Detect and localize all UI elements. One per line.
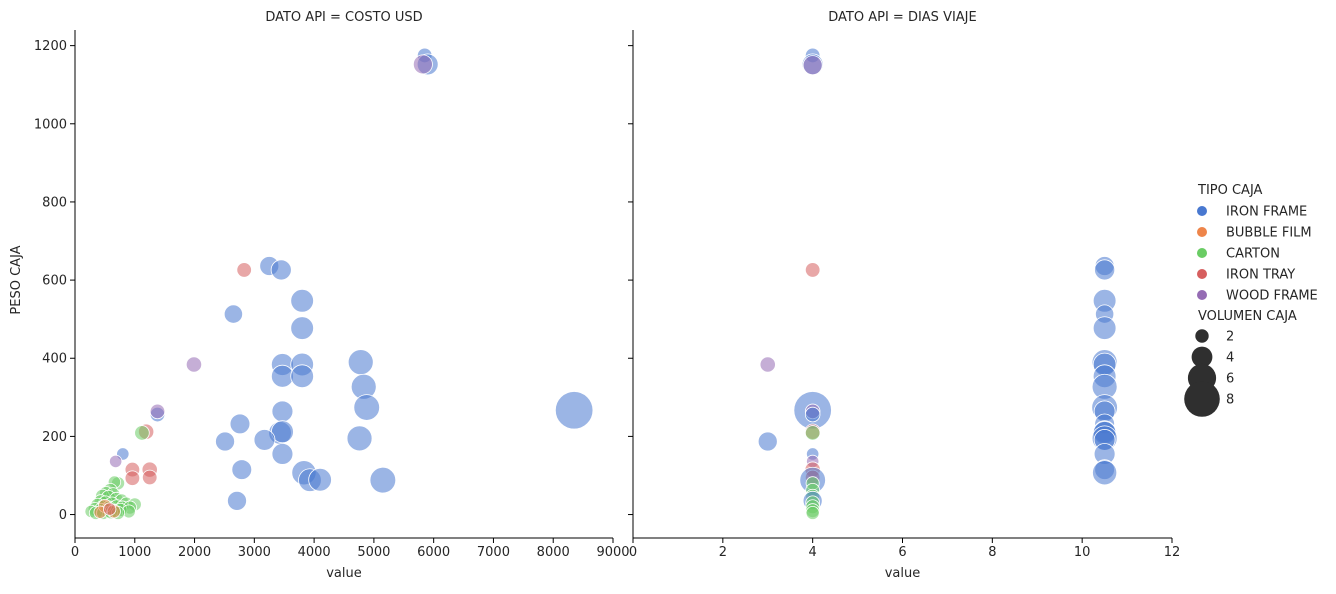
scatter-point xyxy=(1092,460,1118,486)
scatter-point xyxy=(369,466,397,494)
scatter-point xyxy=(353,394,380,421)
scatter-point xyxy=(149,403,166,420)
scatter-point xyxy=(805,506,820,520)
y-tick-label: 400 xyxy=(42,352,67,367)
x-tick-label: 0 xyxy=(629,545,637,560)
legend-hue-title: TIPO CAJA xyxy=(1197,183,1263,198)
y-tick-label: 800 xyxy=(42,195,67,210)
legend-size-label: 8 xyxy=(1226,393,1234,408)
legend-size-label: 4 xyxy=(1226,351,1234,366)
legend-size-label: 2 xyxy=(1226,330,1234,345)
scatter-point xyxy=(231,459,253,480)
legend-hue-items: IRON FRAME BUBBLE FILM CARTON IRON TRAY WOOD… xyxy=(1197,205,1318,304)
legend-swatch xyxy=(1197,290,1207,300)
legend-swatch xyxy=(1197,206,1207,216)
legend-swatch xyxy=(1197,269,1207,279)
scatter-point xyxy=(223,304,243,324)
legend-label: IRON TRAY xyxy=(1226,268,1295,283)
y-tick-label: 200 xyxy=(42,430,67,445)
scatter-point xyxy=(1094,259,1116,281)
scatter-point xyxy=(290,289,314,313)
y-tick-label: 600 xyxy=(42,274,67,289)
scatter-point xyxy=(804,425,821,441)
scatter-point xyxy=(804,406,821,423)
legend-label: BUBBLE FILM xyxy=(1226,226,1312,241)
x-tick-label: 7000 xyxy=(477,545,510,560)
legend-label: CARTON xyxy=(1226,247,1280,262)
x-tick-label: 6 xyxy=(898,545,906,560)
scatter-point xyxy=(290,364,314,389)
x-tick-label: 4 xyxy=(809,545,817,560)
x-tick-label: 4000 xyxy=(298,545,331,560)
scatter-point xyxy=(802,55,823,76)
scatter-point xyxy=(124,470,141,486)
legend-size-label: 6 xyxy=(1226,372,1234,387)
scatter-point xyxy=(290,316,314,340)
legend-size-title: VOLUMEN CAJA xyxy=(1198,309,1297,324)
scatter-point xyxy=(270,259,292,281)
panel-2: DATO API = DIAS VIAJE 0 2 4 6 8 10 12 value xyxy=(628,10,1180,581)
legend-swatch xyxy=(1197,248,1207,258)
legend-size-marker xyxy=(1191,346,1213,368)
y-axis-label: PESO CAJA xyxy=(9,245,24,314)
x-tick-label: 12 xyxy=(1164,545,1181,560)
scatter-point xyxy=(271,443,294,465)
scatter-point xyxy=(347,349,374,376)
scatter-point xyxy=(229,413,251,435)
legend-label: WOOD FRAME xyxy=(1226,289,1318,304)
scatter-point xyxy=(554,391,594,430)
scatter-point xyxy=(412,54,433,75)
scatter-point xyxy=(185,356,203,373)
scatter-point xyxy=(757,431,778,452)
panel-title: DATO API = COSTO USD xyxy=(265,10,422,25)
scatter-point xyxy=(215,431,235,452)
x-tick-label: 2000 xyxy=(178,545,211,560)
scatter-point xyxy=(236,262,252,278)
scatter-points xyxy=(84,47,594,520)
scatter-point xyxy=(253,429,276,451)
scatter-points xyxy=(757,47,1118,520)
scatter-point xyxy=(227,490,247,511)
y-tick-label: 0 xyxy=(59,508,67,523)
x-tick-label: 6000 xyxy=(417,545,450,560)
x-tick-label: 3000 xyxy=(238,545,271,560)
x-tick-label: 9000 xyxy=(596,545,629,560)
scatter-point xyxy=(270,364,294,388)
scatter-point xyxy=(141,469,158,486)
scatter-point xyxy=(346,425,373,452)
x-tick-label: 8 xyxy=(988,545,996,560)
y-tick-label: 1200 xyxy=(34,39,67,54)
x-axis-label: value xyxy=(326,566,362,581)
panels-layer: DATO API = COSTO USD02004006008001000120… xyxy=(34,10,1180,581)
legend-size-items: 2 4 6 8 xyxy=(1184,329,1234,417)
x-tick-label: 0 xyxy=(71,545,79,560)
panel-1: DATO API = COSTO USD 0 200 400 600 800 1000 120… xyxy=(34,10,630,581)
legend-size-marker xyxy=(1184,381,1220,417)
x-tick-label: 5000 xyxy=(357,545,390,560)
legend-size-marker xyxy=(1195,329,1209,343)
scatter-point xyxy=(1092,316,1117,340)
panel-title: DATO API = DIAS VIAJE xyxy=(828,10,976,25)
scatter-point xyxy=(271,400,294,423)
x-tick-label: 8000 xyxy=(537,545,570,560)
x-tick-label: 1000 xyxy=(118,545,151,560)
y-tick-label: 1000 xyxy=(34,117,67,132)
x-tick-label: 2 xyxy=(719,545,727,560)
scatter-point xyxy=(134,425,150,441)
legend-label: IRON FRAME xyxy=(1226,205,1307,220)
scatter-point xyxy=(308,467,332,492)
x-axis-label: value xyxy=(885,566,921,581)
x-tick-label: 10 xyxy=(1074,545,1091,560)
legend-swatch xyxy=(1197,227,1207,237)
scatter-point xyxy=(804,262,821,278)
scatter-point xyxy=(109,454,123,469)
scatter-point xyxy=(759,356,776,373)
scatter-point xyxy=(103,502,117,516)
